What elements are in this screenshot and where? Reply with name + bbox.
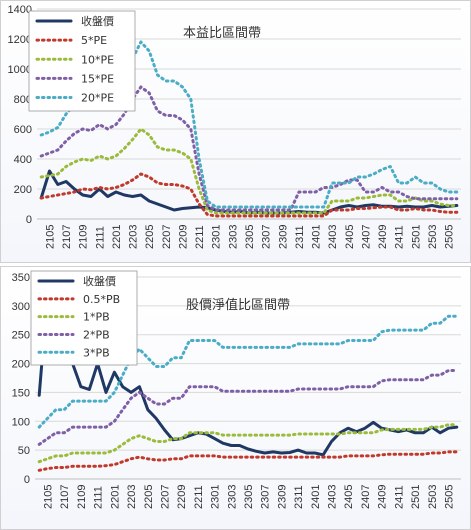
x-tick-label: 2411 bbox=[394, 225, 406, 249]
pe-band-chart-panel: 0 200 400 600 800 1000 1200 1400 2105 2107 2109 211… bbox=[0, 0, 471, 263]
x-tick-label: 2301 bbox=[210, 485, 222, 509]
legend: 收盤價 0.5*PB 1*PB 2*PB 3*PB bbox=[30, 270, 138, 366]
legend-label: 1*PB bbox=[83, 311, 110, 324]
series-line-2 bbox=[37, 423, 459, 464]
y-tick-label: 1400 bbox=[8, 4, 32, 16]
x-tick-label: 2303 bbox=[227, 225, 239, 249]
y-tick-label: 1000 bbox=[8, 64, 32, 76]
y-tick-label: 50 bbox=[18, 445, 30, 457]
y-tick-label: 800 bbox=[14, 94, 32, 106]
x-tick-label: 2301 bbox=[211, 225, 223, 249]
x-tick-label: 2209 bbox=[176, 485, 188, 509]
chart-title: 本益比區間帶 bbox=[183, 26, 261, 41]
pb-band-chart: 0 50 100 150 200 250 300 350 2105 2107 2109 2111 220… bbox=[12, 270, 461, 509]
x-tick-label: 2111 bbox=[93, 486, 105, 509]
x-tick-label: 2503 bbox=[427, 485, 439, 509]
x-tick-label: 2405 bbox=[344, 225, 356, 249]
x-tick-label: 2309 bbox=[277, 225, 289, 249]
x-tick-label: 2501 bbox=[410, 225, 422, 249]
series-line-2 bbox=[39, 127, 459, 215]
legend-box bbox=[30, 270, 138, 366]
x-tick-label: 2407 bbox=[360, 225, 372, 249]
x-tick-label: 2311 bbox=[294, 225, 306, 249]
x-tick-label: 2111 bbox=[94, 226, 106, 249]
legend: 收盤價 5*PE 10*PE 15*PE 20*PE bbox=[28, 10, 136, 112]
x-tick-label: 2207 bbox=[161, 225, 173, 249]
x-tick-label: 2203 bbox=[126, 485, 138, 509]
legend-label: 收盤價 bbox=[81, 14, 114, 28]
x-tick-label: 2305 bbox=[243, 485, 255, 509]
x-tick-label: 2405 bbox=[343, 485, 355, 509]
x-tick-label: 2401 bbox=[311, 225, 323, 249]
legend-label: 2*PB bbox=[83, 328, 110, 341]
y-tick-label: 250 bbox=[12, 330, 30, 342]
x-tick-label: 2211 bbox=[193, 485, 205, 509]
x-tick-label: 2409 bbox=[377, 485, 389, 509]
y-tick-label: 0 bbox=[26, 214, 32, 226]
x-tick-label: 2207 bbox=[159, 485, 171, 509]
x-tick-label: 2503 bbox=[427, 225, 439, 249]
series-line-3 bbox=[37, 369, 459, 446]
x-tick-label: 2505 bbox=[443, 485, 455, 509]
legend-box bbox=[28, 10, 136, 112]
x-tick-label: 2311 bbox=[293, 485, 305, 509]
y-tick-label: 600 bbox=[14, 124, 32, 136]
series-line-4 bbox=[37, 314, 459, 429]
x-tick-label: 2307 bbox=[261, 225, 273, 249]
x-tick-label: 2107 bbox=[61, 225, 73, 249]
x-tick-label: 2307 bbox=[260, 485, 272, 509]
x-tick-label: 2501 bbox=[410, 485, 422, 509]
x-tick-label: 2107 bbox=[59, 485, 71, 509]
pb-band-chart-panel: 0 50 100 150 200 250 300 350 2105 2107 2109 2111 220… bbox=[0, 266, 471, 530]
x-tick-label: 2505 bbox=[444, 225, 456, 249]
x-tick-label: 2303 bbox=[226, 485, 238, 509]
legend-label: 5*PE bbox=[81, 34, 107, 47]
x-tick-label: 2401 bbox=[310, 485, 322, 509]
series-line-1 bbox=[39, 172, 459, 218]
x-tick-label: 2201 bbox=[111, 225, 123, 249]
y-tick-label: 400 bbox=[14, 154, 32, 166]
y-tick-label: 150 bbox=[12, 387, 30, 399]
series-line-1 bbox=[37, 450, 459, 472]
x-tick-label: 2403 bbox=[327, 485, 339, 509]
x-tick-label: 2409 bbox=[377, 225, 389, 249]
x-tick-label: 2105 bbox=[44, 225, 56, 249]
chart-title: 股價淨值比區間帶 bbox=[186, 297, 290, 313]
x-tick-label: 2109 bbox=[78, 225, 90, 249]
x-tick-label: 2305 bbox=[244, 225, 256, 249]
pe-band-chart: 0 200 400 600 800 1000 1200 1400 2105 2107 2109 211… bbox=[8, 4, 461, 249]
x-tick-label: 2309 bbox=[276, 485, 288, 509]
y-tick-label: 1200 bbox=[8, 34, 32, 46]
legend-label: 0.5*PB bbox=[83, 293, 120, 306]
legend-label: 3*PB bbox=[83, 346, 110, 359]
series-line-3 bbox=[39, 85, 459, 212]
y-tick-label: 0 bbox=[24, 474, 30, 486]
x-tick-label: 2211 bbox=[194, 225, 206, 249]
legend-label: 收盤價 bbox=[83, 274, 116, 288]
x-tick-label: 2203 bbox=[128, 225, 140, 249]
legend-label: 15*PE bbox=[81, 72, 114, 85]
y-tick-label: 200 bbox=[14, 184, 32, 196]
x-tick-label: 2201 bbox=[109, 485, 121, 509]
x-tick-label: 2105 bbox=[43, 485, 55, 509]
y-tick-label: 100 bbox=[12, 416, 30, 428]
y-tick-label: 350 bbox=[12, 272, 30, 284]
x-tick-label: 2407 bbox=[360, 485, 372, 509]
x-tick-label: 2209 bbox=[177, 225, 189, 249]
x-tick-label: 2109 bbox=[76, 485, 88, 509]
y-tick-label: 300 bbox=[12, 301, 30, 313]
legend-label: 10*PE bbox=[81, 53, 114, 66]
legend-label: 20*PE bbox=[81, 92, 114, 105]
x-tick-label: 2205 bbox=[144, 225, 156, 249]
y-tick-label: 200 bbox=[12, 359, 30, 371]
x-tick-label: 2411 bbox=[393, 485, 405, 509]
x-tick-label: 2205 bbox=[143, 485, 155, 509]
x-tick-label: 2403 bbox=[327, 225, 339, 249]
